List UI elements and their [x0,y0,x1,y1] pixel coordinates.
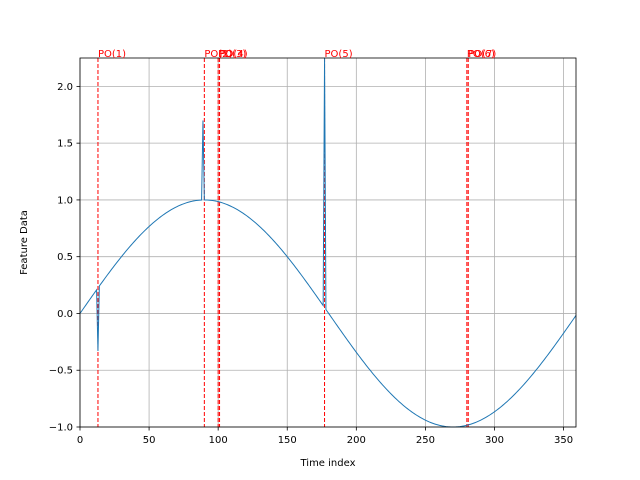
y-axis: −1.0 −0.5 0.0 0.5 1.0 1.5 2.0 [49,82,80,434]
y-tick-label: 1.5 [57,139,73,150]
x-tick-label: 0 [77,435,83,446]
grid [79,58,576,428]
x-tick-label: 200 [347,435,366,446]
x-tick-label: 300 [485,435,504,446]
x-axis-title: Time index [299,458,355,469]
x-tick-label: 100 [209,435,228,446]
marker-label: PO(1) [98,49,126,60]
x-tick-label: 350 [554,435,573,446]
marker-labels: PO(1) PO(2)PO(3)PO(4) PO(5) PO(6)PO(7) [98,49,496,60]
feature-data-line [79,57,577,428]
x-tick-label: 50 [143,435,156,446]
y-tick-label: 0.0 [57,309,73,320]
plot-frame [79,57,577,428]
y-tick-label: −1.0 [49,423,73,434]
y-tick-label: 1.0 [57,195,73,206]
x-tick-label: 150 [278,435,297,446]
marker-label: PO(6) [467,49,495,60]
y-tick-label: −0.5 [49,366,73,377]
marker-label: PO(4) [220,49,248,60]
plot-background [80,58,576,427]
y-axis-title: Feature Data [19,210,30,275]
marker-label: PO(7) [468,49,496,60]
x-tick-label: 250 [416,435,435,446]
marker-label: PO(2) [204,49,232,60]
series-lines [79,57,577,428]
y-tick-label: 2.0 [57,82,73,93]
x-axis: 0 50 100 150 200 250 300 350 [77,427,573,446]
marker-label: PO(5) [325,49,353,60]
marker-label: PO(3) [218,49,246,60]
y-tick-label: 0.5 [57,252,73,263]
